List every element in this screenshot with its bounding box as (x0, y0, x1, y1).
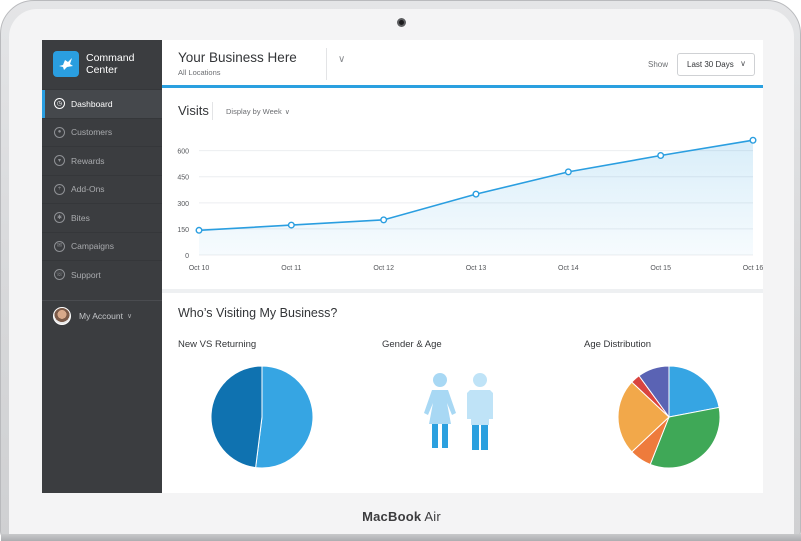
chat-icon: ☏ (54, 269, 65, 281)
sidebar-item-label: Customers (71, 127, 113, 138)
business-name: Your Business Here (178, 50, 297, 65)
age-distribution-title: Age Distribution (584, 339, 652, 350)
y-tick-label: 300 (177, 201, 189, 208)
x-tick-label: Oct 13 (466, 265, 487, 272)
who-visiting-title: Who’s Visiting My Business? (178, 306, 338, 320)
gender-age-title: Gender & Age (382, 339, 442, 350)
chevron-down-icon: ∨ (126, 312, 133, 320)
section-separator (162, 289, 763, 293)
trophy-icon: ▾ (54, 155, 65, 167)
new-vs-returning-slice[interactable] (255, 365, 314, 469)
date-range-select[interactable]: Last 30 Days ∨ (677, 53, 755, 76)
visits-divider (212, 102, 213, 120)
x-tick-label: Oct 10 (189, 265, 210, 272)
sidebar-item-label: Rewards (71, 155, 105, 166)
location-label: All Locations (178, 68, 221, 77)
sidebar-nav: ◷ Dashboard ● Customers ▾ Rewards + Add-Ons ✱ Bit… (42, 89, 162, 289)
age-distribution-slice[interactable] (649, 406, 721, 469)
sidebar-item-label: Dashboard (71, 98, 113, 109)
visits-card: 0 150 300 450 600 Oct 10 Oct 11 Oct 12 Oct 13 Oct… (162, 91, 763, 289)
x-tick-label: Oct 16 (743, 265, 763, 272)
sidebar-item-label: Bites (71, 212, 90, 223)
sidebar-item-dashboard[interactable]: ◷ Dashboard (42, 89, 162, 118)
avatar (53, 306, 71, 325)
header-divider (326, 48, 327, 80)
female-figure-icon (424, 373, 456, 448)
sidebar-item-rewards[interactable]: ▾ Rewards (42, 146, 162, 175)
visits-point[interactable] (380, 216, 388, 224)
account-label: My Account (79, 310, 123, 321)
visits-point[interactable] (749, 136, 757, 144)
y-tick-label: 0 (185, 253, 189, 260)
device-brand: MacBook Air (1, 509, 801, 524)
visits-point[interactable] (472, 190, 480, 198)
y-tick-label: 150 (177, 227, 189, 234)
x-tick-label: Oct 12 (373, 265, 394, 272)
visits-title: Visits (178, 103, 209, 118)
camera-icon (397, 18, 406, 27)
age-distribution-slice[interactable] (617, 381, 670, 453)
sidebar-item-add-ons[interactable]: + Add-Ons (42, 174, 162, 204)
x-tick-label: Oct 15 (650, 265, 671, 272)
display-by-label: Display by Week (226, 107, 282, 116)
sidebar-item-bites[interactable]: ✱ Bites (42, 203, 162, 232)
sidebar-item-label: Add-Ons (71, 184, 105, 195)
age-distribution-slice[interactable] (638, 365, 670, 419)
my-account-menu[interactable]: My Account ∨ (42, 300, 162, 330)
sidebar-item-support[interactable]: ☏ Support (42, 260, 162, 289)
bites-icon: ✱ (54, 212, 65, 224)
x-tick-label: Oct 11 (281, 265, 301, 272)
gender-age-figures (424, 373, 493, 450)
age-distribution-slice[interactable] (668, 365, 720, 418)
device-brand-bold: MacBook (362, 509, 422, 524)
sidebar: Command Center ◷ Dashboard ● Customers ▾ Rewa… (42, 40, 162, 493)
sidebar-item-label: Support (71, 269, 101, 280)
visits-chart: 0 150 300 450 600 Oct 10 Oct 11 Oct 12 Oct 13 Oct… (177, 136, 763, 272)
bird-icon[interactable] (53, 51, 79, 77)
who-visiting-card: Who’s Visiting My Business? New VS Retur… (162, 293, 763, 493)
app-title: Command Center (86, 52, 135, 76)
sidebar-item-label: Campaigns (71, 241, 114, 252)
show-label: Show (648, 60, 669, 69)
top-header: Your Business Here All Locations ∨ Show … (162, 40, 763, 88)
age-distribution-pie (617, 365, 721, 469)
male-figure-icon (467, 373, 493, 450)
envelope-icon: ✉ (54, 240, 65, 252)
plus-icon: + (54, 183, 65, 195)
display-by-select[interactable]: Display by Week ∨ (226, 107, 290, 116)
new-vs-returning-title: New VS Returning (178, 339, 257, 350)
customer-icon: ● (54, 126, 65, 138)
visits-point[interactable] (564, 168, 572, 176)
visits-point[interactable] (657, 152, 665, 160)
new-vs-returning-slice[interactable] (210, 365, 263, 469)
sidebar-item-campaigns[interactable]: ✉ Campaigns (42, 231, 162, 261)
visits-point[interactable] (287, 221, 295, 229)
screen: Command Center ◷ Dashboard ● Customers ▾ Rewa… (42, 40, 763, 493)
chevron-down-icon[interactable]: ∨ (338, 54, 346, 65)
y-tick-label: 450 (177, 175, 189, 182)
visits-point[interactable] (195, 226, 203, 234)
chevron-down-icon: ∨ (284, 109, 290, 116)
sidebar-item-customers[interactable]: ● Customers (42, 117, 162, 147)
dashboard-icon: ◷ (54, 98, 65, 110)
chevron-down-icon: ∨ (740, 59, 746, 68)
y-tick-label: 600 (177, 149, 189, 156)
new-vs-returning-pie (210, 365, 314, 469)
device-brand-light: Air (421, 509, 441, 524)
x-tick-label: Oct 14 (558, 265, 579, 272)
date-range-value: Last 30 Days (687, 60, 734, 69)
laptop-base (1, 534, 801, 541)
